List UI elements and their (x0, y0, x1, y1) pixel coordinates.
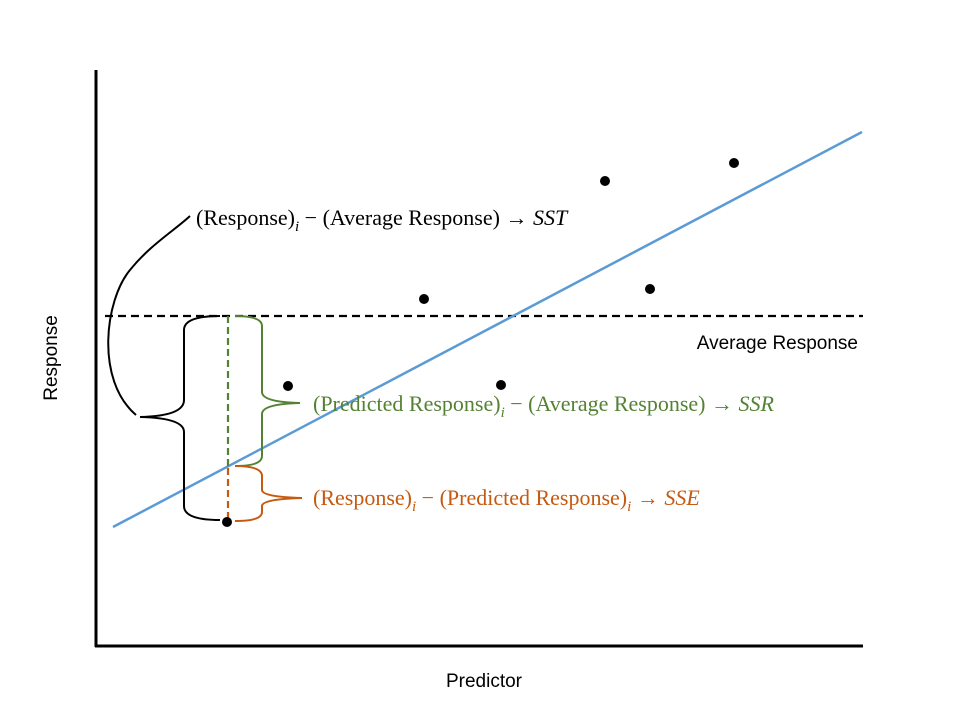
ssr-subscript: i (501, 405, 505, 421)
sse-term2: (Predicted Response) (440, 485, 628, 510)
y-axis-label: Response (41, 315, 62, 401)
ssr-brace (234, 315, 301, 467)
regression-line (112, 130, 863, 529)
sse-equation: (Response)i − (Predicted Response)i → SS… (313, 485, 700, 515)
ssr-arrow: → (706, 391, 739, 416)
data-point (600, 176, 610, 186)
ssr-equation: (Predicted Response)i − (Average Respons… (313, 391, 775, 421)
sst-subscript: i (295, 219, 299, 235)
data-point (222, 517, 232, 527)
sst-brace (139, 315, 221, 521)
sse-result: SSE (664, 485, 700, 510)
sst-operator: − (299, 205, 322, 230)
average-response-label: Average Response (697, 333, 858, 354)
sse-subscript-1: i (412, 499, 416, 515)
data-points (222, 158, 739, 527)
sst-connector-curve (107, 215, 191, 416)
sse-term1: (Response) (313, 485, 412, 510)
data-point (419, 294, 429, 304)
data-point (729, 158, 739, 168)
sse-operator: − (416, 485, 439, 510)
data-point (496, 380, 506, 390)
data-point (283, 381, 293, 391)
sst-result: SST (533, 205, 569, 230)
sse-arrow: → (631, 485, 664, 510)
sse-brace (234, 465, 303, 522)
sst-term1: (Response) (196, 205, 295, 230)
sst-term2: (Average Response) (323, 205, 500, 230)
sst-arrow: → (500, 205, 533, 230)
ssr-term2: (Average Response) (528, 391, 705, 416)
ssr-operator: − (505, 391, 528, 416)
data-point (645, 284, 655, 294)
ssr-term1: (Predicted Response) (313, 391, 501, 416)
x-axis-label: Predictor (446, 671, 523, 692)
sse-subscript-2: i (627, 499, 631, 515)
ssr-result: SSR (739, 391, 775, 416)
sst-equation: (Response)i − (Average Response) → SST (196, 205, 569, 235)
